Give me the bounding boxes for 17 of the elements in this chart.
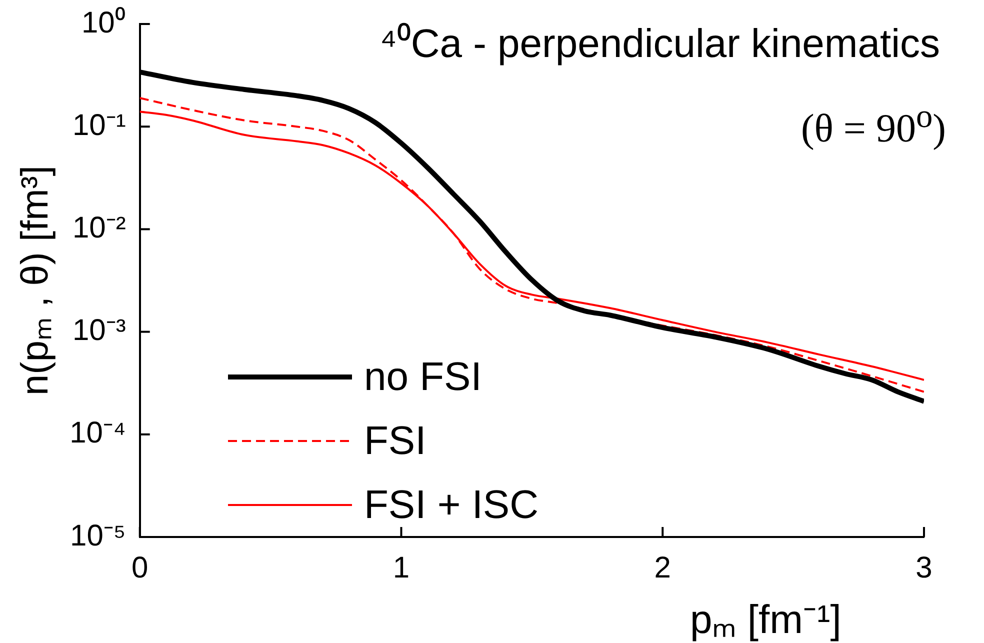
y-tick-label: 10⁻⁴ <box>70 416 126 450</box>
y-tick-label: 10⁻⁵ <box>70 519 126 552</box>
y-tick-label: 10⁻³ <box>72 314 126 348</box>
y-axis-title: n(pₘ , θ) [fm³] <box>14 166 56 396</box>
x-tick-label: 3 <box>916 551 932 584</box>
chart-title: ⁴⁰Ca - perpendicular kinematics <box>380 21 940 68</box>
x-axis-title: pₘ [fm⁻¹] <box>690 597 842 643</box>
legend-label: no FSI <box>364 354 482 400</box>
x-tick-label: 1 <box>392 551 410 584</box>
x-tick-label: 0 <box>132 551 148 584</box>
x-tick-label: 2 <box>654 551 671 584</box>
y-tick-label: 10⁰ <box>81 6 126 40</box>
legend-label: FSI + ISC <box>364 482 538 528</box>
y-tick-label: 10⁻² <box>72 211 126 244</box>
legend-label: FSI <box>364 418 426 464</box>
annotation: (θ = 90$^{o}$) <box>800 98 946 152</box>
y-tick-label: 10⁻¹ <box>72 108 126 142</box>
